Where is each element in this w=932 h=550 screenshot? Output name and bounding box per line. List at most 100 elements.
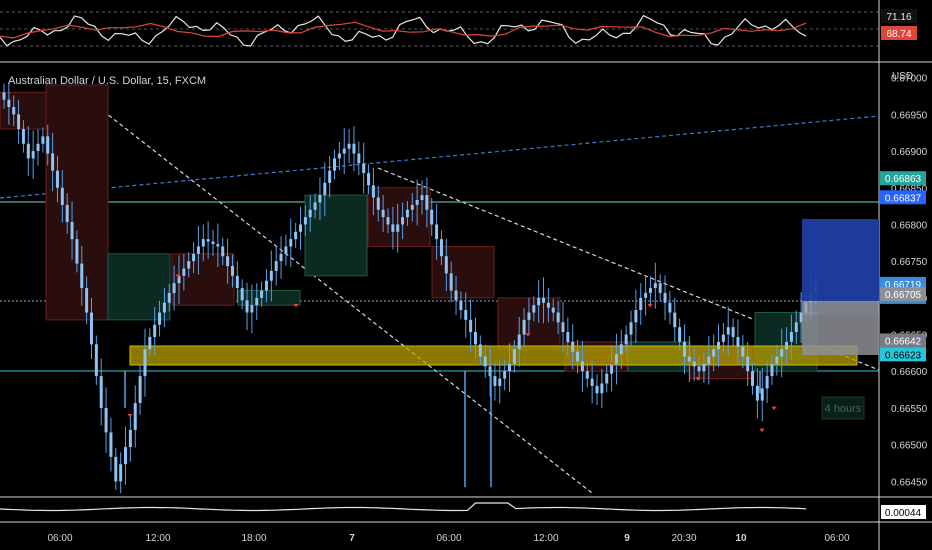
signal-marker	[525, 333, 531, 337]
candle-body	[337, 153, 341, 159]
currency-label: USD	[892, 71, 913, 82]
signal-marker	[647, 303, 653, 308]
candle-body	[687, 356, 691, 362]
lower-indicator-badge	[881, 505, 926, 519]
price-badge-label: 0.66863	[885, 174, 922, 185]
candle-body	[590, 378, 594, 386]
price-axis[interactable]: USD 0.67000 0.66950 0.66900 0.66850 0.66800 0…	[880, 71, 928, 488]
position-target-area[interactable]	[802, 219, 879, 301]
candle-body	[498, 378, 502, 386]
candle-body	[799, 312, 803, 323]
candle-body	[99, 376, 103, 408]
candle-body	[435, 224, 439, 240]
candle-body	[415, 199, 419, 205]
time-tick-label: 12:00	[145, 533, 170, 544]
candle-body	[328, 170, 332, 183]
candle-body	[187, 261, 191, 269]
candle-body	[682, 341, 686, 357]
candle-body	[780, 349, 784, 357]
candle-body	[751, 371, 755, 386]
price-badge-level-cyan	[880, 347, 926, 362]
candle-body	[221, 246, 225, 257]
interval-label-box	[821, 396, 865, 420]
price-tick-label: 0.66500	[891, 441, 928, 452]
candle-body	[789, 332, 793, 342]
candle-body	[303, 217, 307, 225]
price-tick-label: 0.66450	[891, 477, 928, 488]
candle-body	[556, 312, 560, 323]
candle-body	[367, 173, 371, 186]
price-badge-label: 0.66837	[885, 193, 922, 204]
candle-body	[60, 187, 64, 205]
candle-body	[94, 344, 98, 377]
candle-body	[206, 239, 210, 242]
candle-body	[36, 143, 40, 152]
time-tick-label: 06:00	[824, 533, 849, 544]
interval-label: 4 hours	[825, 403, 862, 415]
time-tick-label: 10	[735, 533, 747, 544]
htf-candle	[45, 84, 109, 321]
price-tick-label: 0.66900	[891, 147, 928, 158]
ascending-trendline[interactable]	[0, 115, 880, 199]
candle-body	[362, 163, 366, 174]
candle-body	[634, 310, 638, 323]
price-badge-level-green	[880, 171, 926, 186]
candle-body	[585, 371, 589, 379]
candle-body	[425, 195, 429, 210]
htf-candle	[171, 253, 235, 306]
candle-body	[323, 182, 327, 196]
signal-marker	[759, 428, 765, 433]
candle-body	[537, 297, 541, 306]
candle-body	[488, 366, 492, 377]
candle-body	[614, 354, 618, 364]
candle-body	[532, 305, 536, 313]
candle-body	[551, 307, 555, 313]
position-stop-area[interactable]	[802, 315, 879, 355]
candle-body	[658, 283, 662, 293]
candle-body	[109, 432, 113, 457]
candle-body	[444, 256, 448, 274]
price-tick-label: 0.66550	[891, 404, 928, 415]
candle-body	[746, 356, 750, 372]
position-entry-area[interactable]	[802, 301, 879, 315]
candle-body	[785, 341, 789, 350]
demand-zone[interactable]	[129, 345, 858, 366]
candle-body	[357, 153, 361, 164]
descending-trendline-steep[interactable]	[69, 84, 593, 494]
htf-candle	[107, 253, 171, 321]
candle-body	[114, 456, 118, 482]
time-tick-label: 20:30	[671, 533, 696, 544]
candle-body	[702, 363, 706, 372]
price-badge-position-gray	[880, 287, 926, 302]
candle-body	[2, 92, 6, 100]
candle-body	[629, 322, 633, 335]
candle-body	[522, 319, 526, 335]
candle-body	[371, 185, 375, 198]
lower-indicator-line	[0, 502, 807, 512]
candle-body	[55, 170, 59, 188]
price-pane[interactable]: 4 hours Australian Dollar / U.S. Dollar,…	[0, 75, 880, 494]
candle-body	[624, 334, 628, 345]
candle-body	[216, 244, 220, 247]
candle-body	[51, 153, 55, 171]
candle-body	[274, 261, 278, 271]
candle-body	[639, 297, 643, 311]
rsi-pane: 71.16 68.74	[0, 9, 917, 47]
rsi-value-badge	[881, 9, 917, 23]
candle-body	[517, 334, 521, 350]
candle-body	[26, 143, 30, 159]
candle-body	[230, 266, 234, 276]
candle-body	[201, 239, 205, 247]
time-tick-label: 7	[349, 533, 355, 544]
time-tick-label: 9	[624, 533, 630, 544]
candle-body	[177, 275, 181, 284]
signal-marker	[175, 274, 181, 278]
time-axis[interactable]: 06:00 12:00 18:00 7 06:00 12:00 9 20:30 10 06:00	[47, 533, 849, 544]
candle-body	[707, 356, 711, 364]
candle-body	[668, 302, 672, 313]
candle-body	[289, 239, 293, 247]
candle-body	[21, 129, 25, 144]
candle-body	[250, 305, 254, 313]
candle-body	[439, 239, 443, 257]
